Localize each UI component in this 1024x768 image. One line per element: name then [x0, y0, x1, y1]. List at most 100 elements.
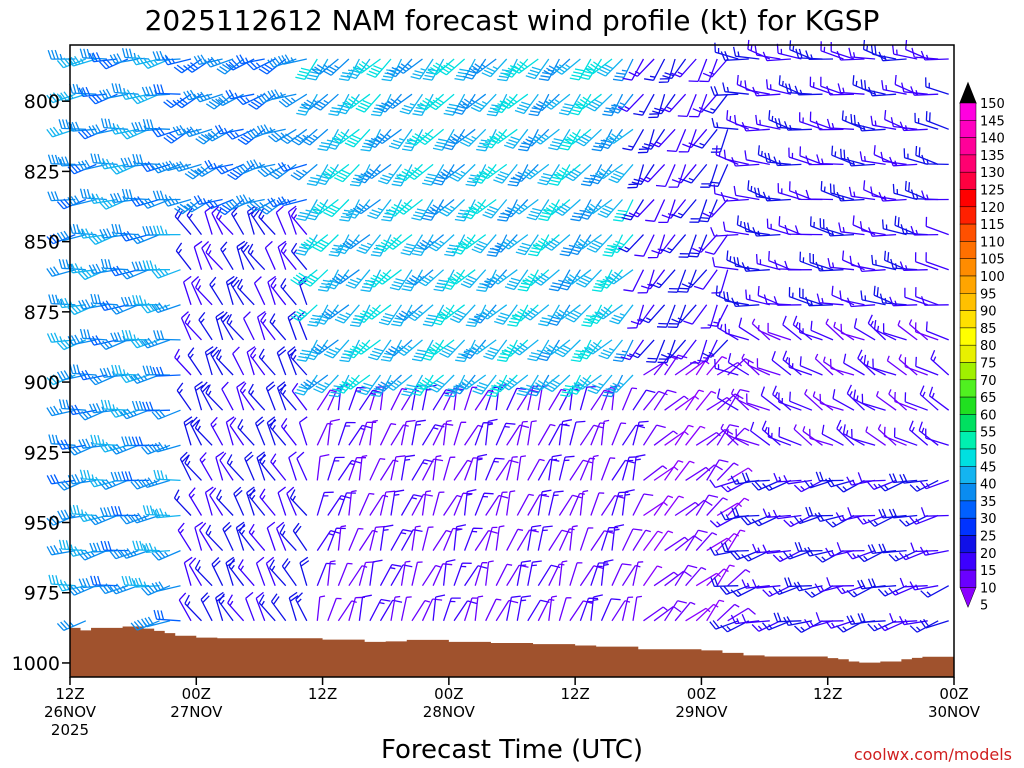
colorbar-label: 150 [980, 97, 1005, 112]
wind-barb [512, 163, 539, 182]
wind-barb [450, 374, 476, 395]
wind-barb [191, 276, 203, 306]
wind-barb [925, 216, 949, 236]
wind-barb [379, 524, 394, 551]
wind-barb [637, 269, 655, 294]
wind-barb [558, 269, 581, 291]
wind-barb [378, 304, 403, 326]
wind-barb [810, 320, 834, 341]
wind-barb [258, 594, 276, 622]
wind-barb [388, 128, 413, 150]
wind-barb [363, 163, 392, 180]
wind-barb [622, 128, 645, 151]
wind-barb [565, 304, 592, 323]
wind-barb [461, 339, 487, 360]
wind-barb [130, 619, 160, 631]
wind-barb [548, 490, 564, 516]
wind-barb [348, 490, 357, 516]
wind-barb [861, 393, 886, 411]
wind-barb [195, 278, 213, 306]
wind-barb [653, 495, 674, 516]
wind-barb [204, 159, 234, 170]
x-tick-label: 27NOV [170, 703, 223, 721]
wind-barb [335, 234, 360, 255]
wind-barb [99, 339, 129, 350]
wind-barb [809, 428, 834, 446]
wind-barb [671, 58, 697, 78]
wind-barb [516, 493, 534, 516]
colorbar-label: 75 [980, 357, 997, 372]
wind-barb [516, 595, 532, 621]
wind-barb [78, 577, 107, 589]
wind-barb [825, 514, 855, 528]
wind-barb [783, 121, 812, 131]
wind-barb [579, 385, 597, 411]
wind-barb [270, 453, 287, 481]
wind-barb [558, 93, 581, 116]
wind-barb [732, 46, 760, 60]
wind-barb [449, 304, 476, 324]
wind-barb [695, 572, 722, 587]
wind-barb [275, 205, 287, 235]
wind-barb [888, 473, 918, 484]
wind-barb [706, 599, 725, 622]
wind-barb [553, 199, 581, 216]
y-tick-label: 825 [24, 161, 60, 183]
wind-barb [238, 523, 255, 552]
wind-barb [909, 514, 939, 525]
wind-barb [431, 304, 455, 326]
wind-barb [248, 383, 266, 411]
wind-barb [738, 317, 760, 341]
wind-barb [390, 595, 401, 621]
wind-barb [67, 304, 97, 316]
wind-barb [609, 304, 634, 325]
wind-barb [390, 424, 409, 446]
colorbar-label: 70 [980, 374, 997, 389]
wind-barb [406, 304, 434, 322]
wind-barb [921, 190, 949, 201]
wind-barb [793, 581, 823, 592]
wind-barb [90, 575, 118, 587]
wind-barb [609, 93, 634, 114]
wind-barb [716, 533, 740, 552]
wind-barb [682, 163, 708, 184]
wind-barb [254, 416, 266, 446]
wind-barb [537, 339, 560, 362]
wind-barb [56, 198, 87, 210]
wind-barb [237, 278, 255, 306]
wind-barb [527, 458, 545, 481]
wind-barb [600, 526, 619, 551]
wind-barb [703, 93, 729, 114]
wind-barb [569, 525, 578, 551]
wind-barb [494, 304, 518, 325]
wind-barb [288, 591, 299, 621]
wind-barb [642, 565, 663, 587]
wind-barb [258, 198, 287, 215]
wind-barb [889, 156, 918, 167]
wind-barb [176, 382, 192, 411]
wind-barb [411, 199, 434, 221]
wind-barb [268, 128, 297, 143]
wind-barb [809, 111, 834, 130]
wind-barb [193, 91, 223, 103]
wind-barb [836, 419, 855, 446]
wind-barb [474, 595, 484, 621]
wind-barb [229, 417, 245, 446]
wind-barb [389, 269, 413, 291]
wind-barb [649, 128, 676, 148]
wind-barb [194, 381, 204, 411]
wind-barb [762, 544, 791, 554]
wind-barb [259, 453, 276, 481]
wind-barb [228, 558, 245, 587]
wind-barb [78, 409, 108, 421]
wind-barb [605, 128, 634, 144]
wind-barb [590, 492, 605, 516]
wind-barb [385, 339, 413, 357]
wind-barb [671, 304, 697, 324]
wind-barb [724, 323, 749, 341]
wind-barb [375, 374, 402, 392]
wind-barb [421, 339, 445, 361]
wind-barb [325, 269, 350, 290]
wind-barb [872, 358, 897, 376]
wind-barb [442, 128, 466, 151]
